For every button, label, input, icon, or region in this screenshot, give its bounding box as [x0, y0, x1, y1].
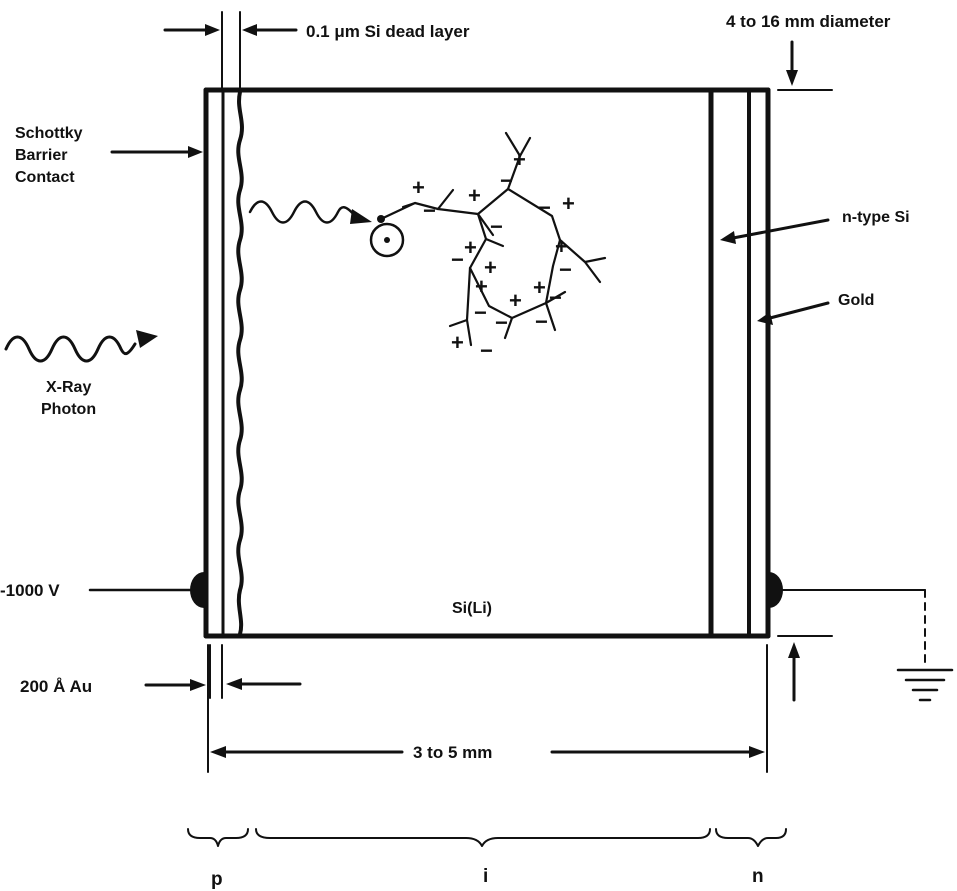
electron-3: − — [538, 195, 551, 220]
ground-lead — [769, 572, 926, 669]
hole-11: + — [451, 330, 464, 355]
dead-layer-boundary — [236, 90, 244, 636]
electron-7: − — [474, 300, 487, 325]
gold-arrow — [757, 301, 830, 325]
hole-5: + — [555, 234, 568, 259]
electron-6: − — [490, 214, 503, 239]
svg-text:Barrier: Barrier — [15, 147, 67, 164]
electron-8: − — [495, 310, 508, 335]
xray-photon-wave-icon — [4, 330, 158, 363]
electron-4: − — [559, 257, 572, 282]
region-n-label: n — [752, 866, 764, 887]
region-p-label: p — [211, 869, 223, 890]
gold-label: Gold — [838, 292, 874, 309]
hole-7: + — [484, 255, 497, 280]
au-thickness-label: 200 Å Au — [20, 677, 92, 696]
diameter-label: 4 to 16 mm diameter — [726, 12, 891, 31]
svg-text:X-Ray: X-Ray — [46, 379, 91, 396]
interaction-site — [369, 215, 405, 258]
au-thickness-dimension — [144, 644, 302, 699]
hole-6: + — [464, 235, 477, 260]
width-label: 3 to 5 mm — [413, 743, 492, 762]
svg-text:Photon: Photon — [41, 401, 96, 418]
dead-layer-dimension — [163, 11, 298, 91]
width-dimension — [207, 644, 768, 773]
svg-text:Contact: Contact — [15, 169, 75, 186]
n-type-arrow — [720, 218, 830, 244]
hole-10: + — [533, 275, 546, 300]
electron-11: − — [480, 338, 493, 363]
region-braces — [187, 828, 787, 847]
hole-9: + — [509, 288, 522, 313]
electron-track — [379, 131, 607, 347]
electron-10: − — [549, 285, 562, 310]
hole-2: + — [468, 183, 481, 208]
hole-8: + — [475, 274, 488, 299]
hole-3: + — [513, 147, 526, 172]
incident-photon-wave-icon — [248, 200, 372, 224]
bias-lead — [88, 572, 204, 608]
electron-2: − — [500, 168, 513, 193]
diameter-arrows — [777, 40, 833, 702]
sili-label: Si(Li) — [452, 600, 492, 617]
electron-9: − — [535, 309, 548, 334]
voltage-label: -1000 V — [0, 581, 60, 600]
schottky-arrow — [110, 146, 203, 158]
electron-5: − — [451, 247, 464, 272]
hole-1: + — [412, 175, 425, 200]
electron-1: − — [423, 198, 436, 223]
region-i-label: i — [483, 866, 488, 887]
n-type-label: n-type Si — [842, 209, 910, 226]
hole-4: + — [562, 191, 575, 216]
ground-icon — [896, 668, 954, 702]
electrons: − − − − − − − − − − − — [423, 168, 572, 363]
holes: + + + + + + + + + + + — [412, 147, 575, 355]
schottky-label: Schottky Barrier Contact — [15, 125, 83, 186]
xray-label: X-Ray Photon — [41, 379, 96, 418]
svg-text:Schottky: Schottky — [15, 125, 83, 142]
detector-crystal — [203, 87, 771, 639]
dead-layer-label: 0.1 μm Si dead layer — [306, 22, 470, 41]
